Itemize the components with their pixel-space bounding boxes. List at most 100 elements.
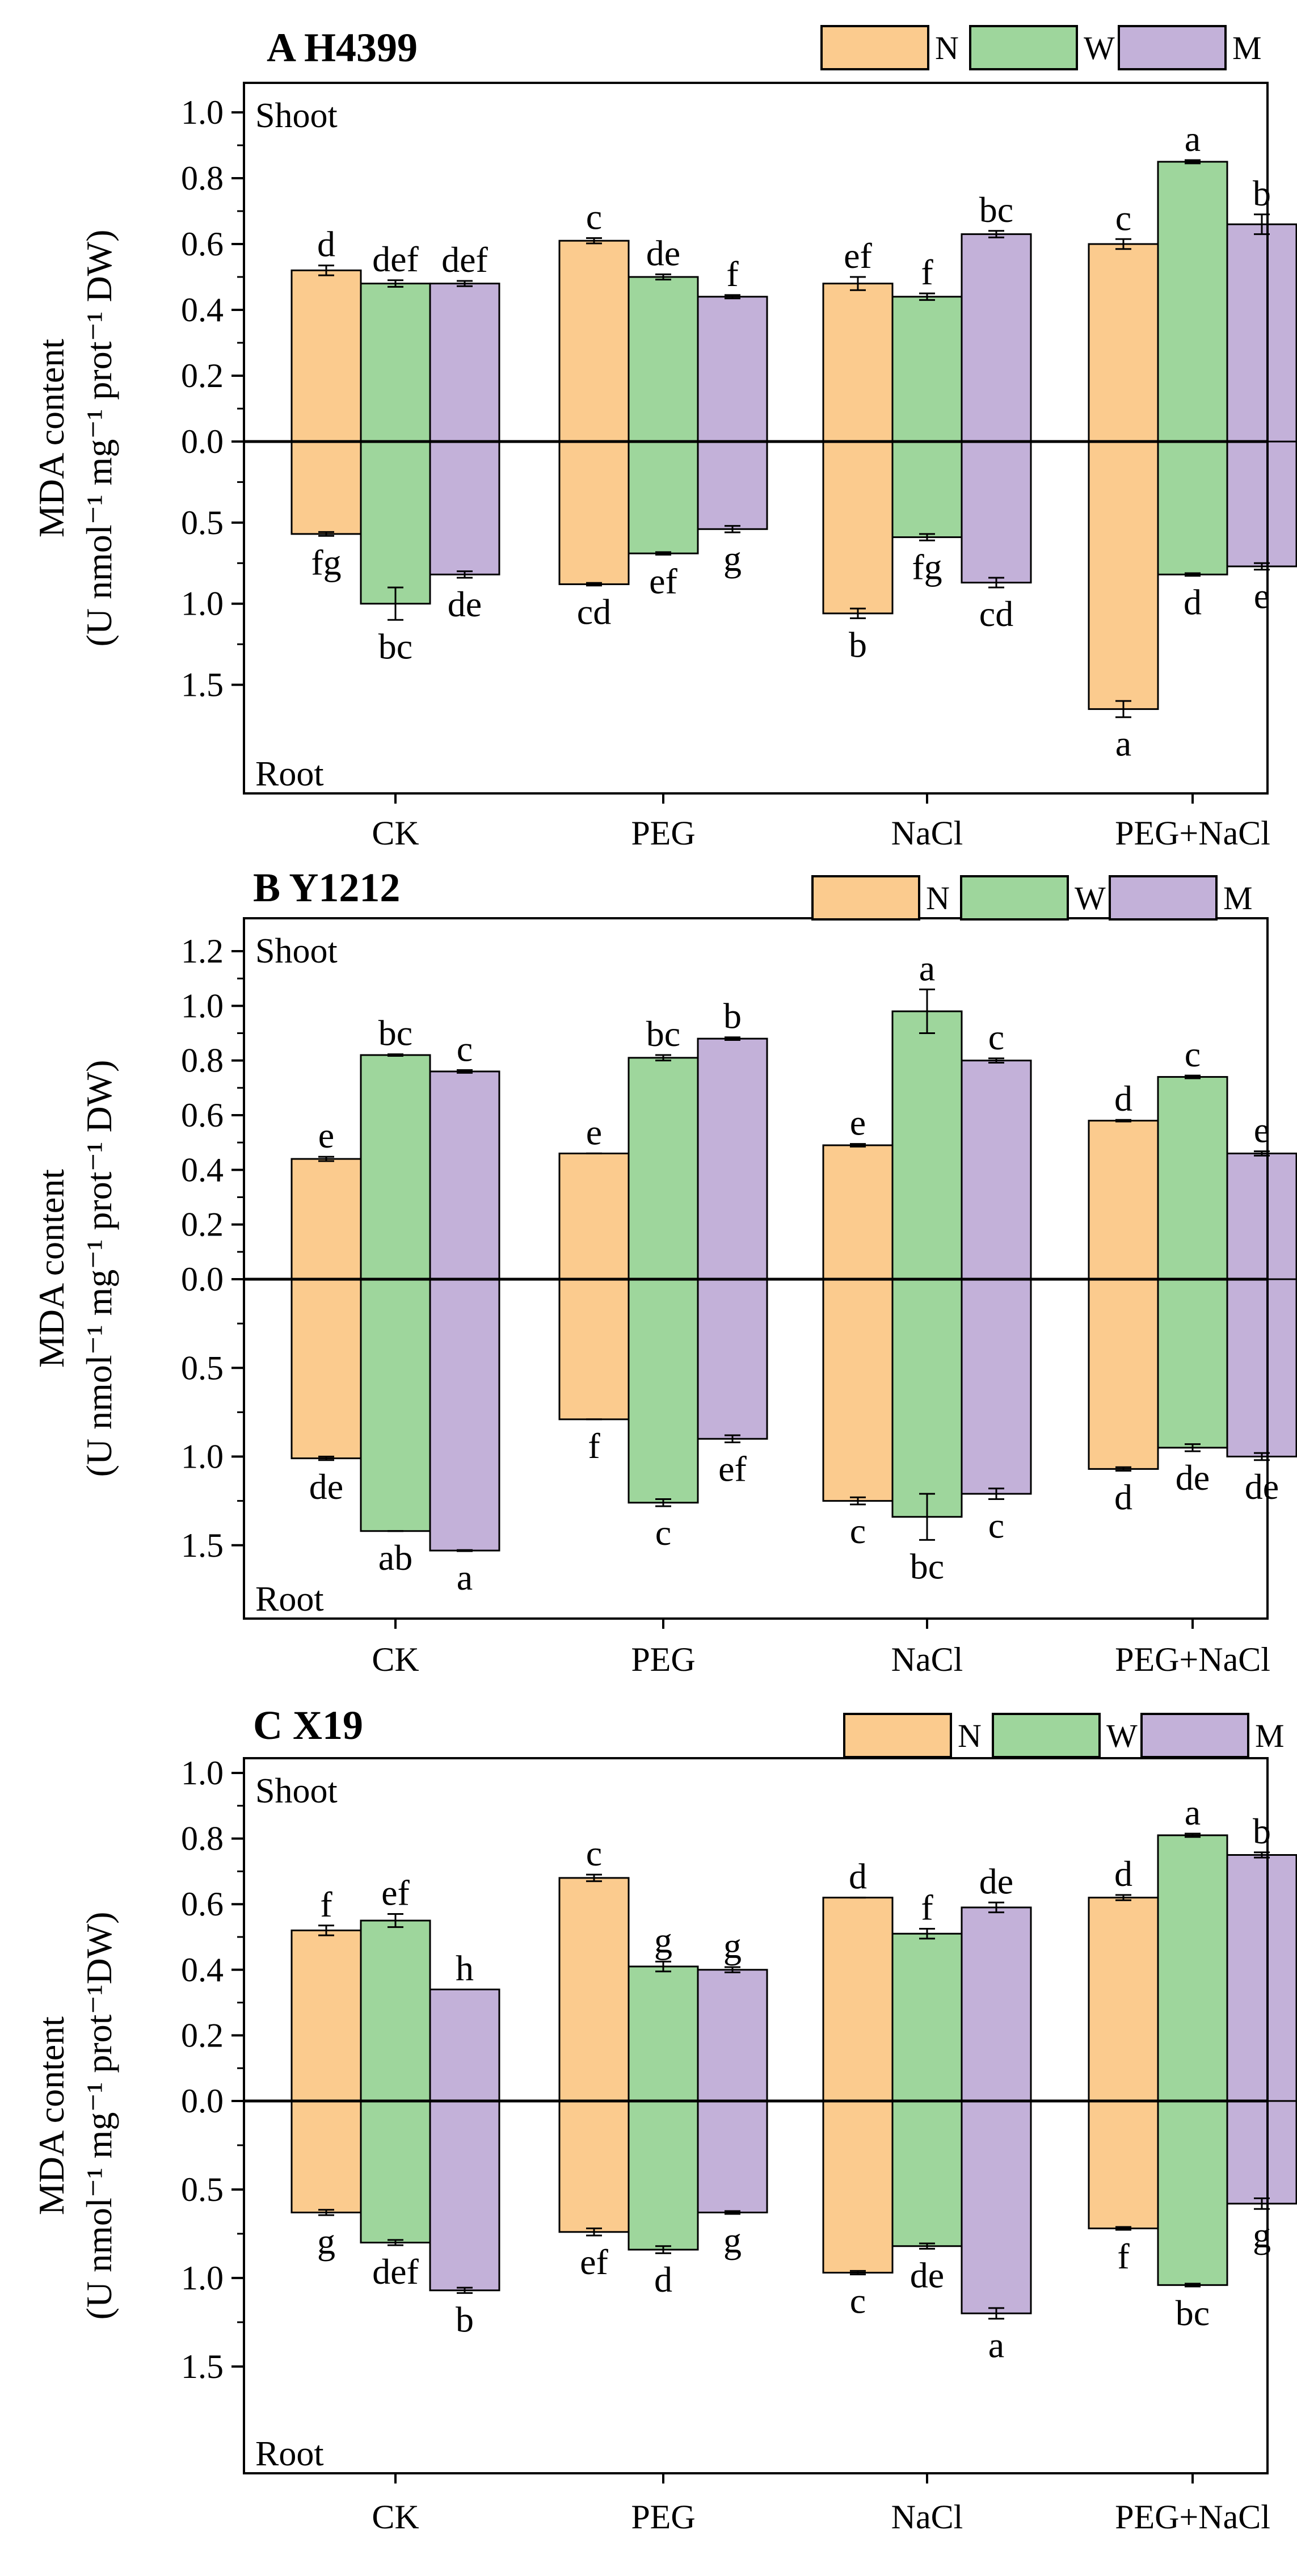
shoot-bar-w-ck <box>360 1919 431 2102</box>
shoot-tick-label-0-0: 0.0 <box>181 423 224 460</box>
root-letter-w-peg: d <box>654 2259 672 2300</box>
shoot-letter-w-peg: g <box>654 1920 672 1960</box>
category-label-0-1: PEG <box>631 814 695 852</box>
root-bar-w-ck <box>360 440 431 605</box>
category-label-0-3: PEG+NaCl <box>1115 814 1270 852</box>
shoot-letter-n-peg-nacl: d <box>1114 1078 1132 1119</box>
root-letter-w-peg-nacl: bc <box>1176 2293 1210 2333</box>
legend-swatch-0-m <box>1118 25 1227 70</box>
shoot-tick-label-2-1: 0.2 <box>181 2016 224 2054</box>
root-bar-m-peg <box>697 440 768 530</box>
root-letter-w-ck: def <box>372 2251 419 2292</box>
shoot-bar-m-nacl <box>961 1906 1032 2102</box>
root-letter-n-peg-nacl: a <box>1115 724 1131 764</box>
shoot-tick-label-0-4: 0.8 <box>181 159 224 197</box>
shoot-letter-w-ck: ef <box>381 1873 410 1913</box>
plot-frame-0 <box>243 82 1269 795</box>
shoot-letter-w-peg-nacl: a <box>1185 1792 1201 1833</box>
plot-frame-2 <box>243 1757 1269 2474</box>
shoot-letter-m-ck: c <box>457 1029 473 1069</box>
shoot-bar-w-peg-nacl <box>1157 1076 1228 1280</box>
shoot-tick-label-2-3: 0.6 <box>181 1885 224 1923</box>
root-letter-m-peg: g <box>723 2220 742 2260</box>
root-letter-n-nacl: c <box>850 2281 866 2321</box>
shoot-bar-m-peg-nacl <box>1226 1152 1297 1280</box>
legend-swatch-1-n <box>811 875 920 921</box>
root-bar-w-peg <box>628 440 699 554</box>
legend-swatch-0-n <box>820 25 929 70</box>
root-letter-w-peg-nacl: d <box>1184 582 1202 623</box>
root-bar-m-nacl <box>961 2100 1032 2314</box>
category-label-0-2: NaCl <box>891 814 963 852</box>
shoot-letter-m-nacl: bc <box>979 190 1013 230</box>
shoot-letter-n-nacl: ef <box>844 236 872 276</box>
shoot-letter-w-peg: de <box>646 233 680 273</box>
root-letter-w-peg: c <box>655 1512 671 1553</box>
shoot-tick-label-1-0: 0.0 <box>181 1260 224 1298</box>
root-letter-m-ck: a <box>457 1557 473 1598</box>
shoot-letter-w-nacl: a <box>919 948 935 988</box>
legend-label-2-w: W <box>1106 1717 1138 1754</box>
category-label-1-1: PEG <box>631 1641 695 1678</box>
root-bar-w-nacl <box>891 2100 963 2247</box>
root-bar-w-peg <box>628 2100 699 2251</box>
shoot-label-2: Shoot <box>255 1772 338 1810</box>
shoot-letter-n-nacl: d <box>849 1856 867 1897</box>
legend-swatch-2-m <box>1140 1713 1249 1758</box>
root-letter-m-nacl: cd <box>979 594 1013 634</box>
legend-label-0-w: W <box>1084 30 1115 66</box>
panel-title-0: A H4399 <box>267 25 418 70</box>
shoot-bar-w-peg-nacl <box>1157 161 1228 443</box>
root-bar-n-peg-nacl <box>1088 440 1159 710</box>
root-letter-n-ck: de <box>309 1466 343 1507</box>
shoot-tick-label-2-4: 0.8 <box>181 1820 224 1858</box>
shoot-bar-m-peg <box>697 1969 768 2102</box>
shoot-tick-label-2-5: 1.0 <box>181 1754 224 1792</box>
shoot-letter-w-ck: def <box>372 239 419 279</box>
root-bar-m-nacl <box>961 1278 1032 1495</box>
root-bar-w-ck <box>360 1278 431 1532</box>
y-axis-title-2: MDA content <box>31 2016 71 2215</box>
root-bar-w-peg <box>628 1278 699 1504</box>
root-bar-m-ck <box>429 440 500 575</box>
shoot-bar-m-nacl <box>961 233 1032 443</box>
root-bar-n-ck <box>290 440 362 535</box>
shoot-bar-w-peg <box>628 1965 699 2102</box>
plot-frame-1 <box>243 917 1269 1620</box>
shoot-bar-m-ck <box>429 283 500 443</box>
root-tick-label-1-0: 0.5 <box>181 1349 224 1386</box>
legend-label-1-m: M <box>1223 880 1253 917</box>
category-label-1-2: NaCl <box>891 1641 963 1678</box>
shoot-letter-m-peg: b <box>723 996 742 1036</box>
legend-swatch-2-w <box>992 1713 1101 1758</box>
root-label-0: Root <box>255 755 324 793</box>
shoot-bar-n-peg <box>558 1152 630 1280</box>
shoot-bar-m-peg <box>697 1037 768 1280</box>
root-bar-n-ck <box>290 1278 362 1460</box>
legend-label-2-n: N <box>958 1717 982 1754</box>
legend-label-0-m: M <box>1232 30 1262 66</box>
root-tick-label-0-2: 1.5 <box>181 666 224 704</box>
root-letter-w-peg-nacl: de <box>1176 1457 1210 1498</box>
root-letter-m-peg: ef <box>718 1449 747 1489</box>
shoot-letter-n-peg: e <box>586 1112 602 1152</box>
shoot-bar-n-ck <box>290 1929 362 2102</box>
root-letter-n-peg-nacl: f <box>1117 2236 1130 2276</box>
root-bar-m-ck <box>429 2100 500 2292</box>
shoot-bar-n-ck <box>290 269 362 443</box>
shoot-bar-n-nacl <box>822 1897 894 2102</box>
root-letter-m-nacl: c <box>988 1506 1004 1546</box>
root-letter-m-peg-nacl: de <box>1245 1466 1279 1507</box>
shoot-tick-label-2-0: 0.0 <box>181 2082 224 2120</box>
legend-label-2-m: M <box>1255 1717 1285 1754</box>
root-letter-n-peg: f <box>588 1426 600 1466</box>
shoot-tick-label-2-2: 0.4 <box>181 1951 224 1989</box>
root-letter-w-ck: bc <box>378 626 412 666</box>
category-label-2-3: PEG+NaCl <box>1115 2498 1270 2536</box>
root-bar-n-nacl <box>822 2100 894 2274</box>
root-bar-m-peg-nacl <box>1226 440 1297 568</box>
shoot-bar-n-nacl <box>822 283 894 443</box>
root-bar-n-peg <box>558 2100 630 2233</box>
root-tick-label-0-1: 1.0 <box>181 585 224 623</box>
shoot-tick-label-1-2: 0.4 <box>181 1151 224 1188</box>
